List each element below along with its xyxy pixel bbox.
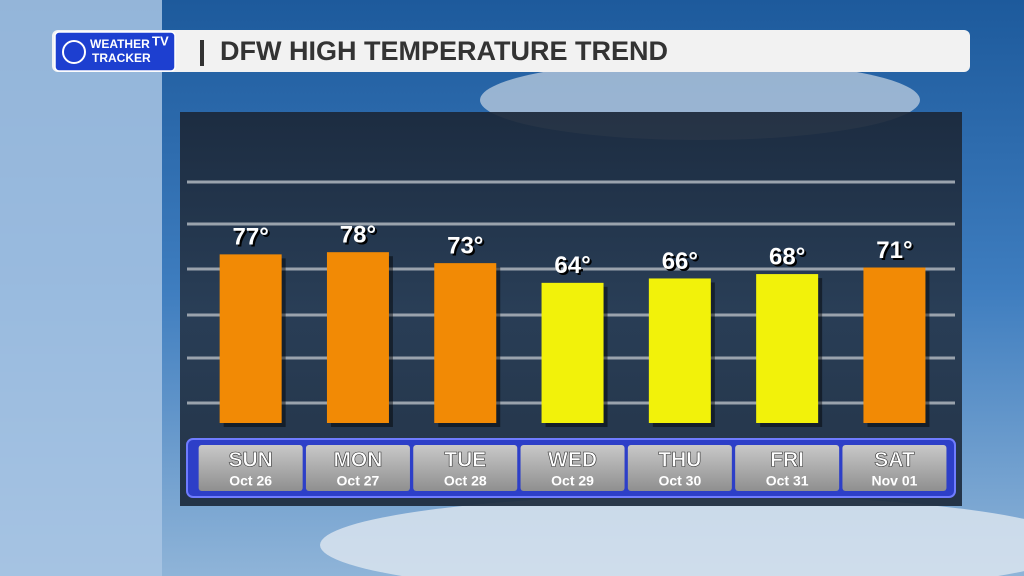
category-cell — [520, 445, 625, 491]
bar — [434, 263, 497, 423]
x-tick-label: THU — [658, 449, 701, 472]
bar — [219, 254, 282, 423]
date-label: Nov 01 — [871, 473, 917, 489]
bar — [756, 274, 819, 423]
date-label: Oct 30 — [658, 473, 701, 489]
value-label-shadow: 78° — [342, 224, 378, 251]
logo-text: TRACKER — [92, 51, 151, 65]
bar — [648, 278, 711, 423]
chart-title: DFW HIGH TEMPERATURE TREND — [220, 36, 668, 66]
x-tick-label: TUE — [444, 449, 486, 472]
date-label: Oct 29 — [551, 473, 594, 489]
value-label-shadow: 64° — [556, 254, 592, 281]
logo-icon — [62, 40, 86, 64]
value-label: 68° — [769, 243, 805, 270]
logo-box — [54, 31, 176, 72]
x-tick-label: SAT — [874, 449, 915, 472]
value-label-shadow: 66° — [664, 250, 700, 277]
category-cell — [842, 445, 947, 491]
bar — [541, 282, 604, 423]
bar — [326, 252, 389, 423]
category-cell — [305, 445, 410, 491]
value-label: 71° — [876, 237, 912, 264]
side-panel — [0, 0, 162, 576]
date-label: Oct 27 — [337, 473, 380, 489]
title-divider — [200, 40, 204, 66]
value-label: 77° — [233, 224, 269, 251]
cloud — [320, 495, 1024, 576]
x-tick-label: WED — [548, 449, 597, 472]
date-label: Oct 26 — [229, 473, 272, 489]
bar — [863, 267, 926, 423]
category-cell — [627, 445, 732, 491]
value-label: 66° — [662, 248, 698, 275]
date-label: Oct 31 — [766, 473, 809, 489]
category-cell — [198, 445, 303, 491]
category-cell — [413, 445, 518, 491]
value-label: 78° — [340, 222, 376, 249]
value-label: 73° — [447, 232, 483, 259]
logo-badge: TV — [152, 33, 169, 48]
x-tick-label: MON — [333, 449, 382, 472]
logo-text: WEATHER — [90, 37, 150, 51]
value-label-shadow: 77° — [235, 226, 271, 253]
value-label: 64° — [554, 252, 590, 279]
title-bar — [52, 30, 970, 72]
value-label-shadow: 71° — [878, 239, 914, 266]
x-tick-label: SUN — [228, 449, 272, 472]
category-cell — [735, 445, 840, 491]
date-label: Oct 28 — [444, 473, 487, 489]
x-tick-label: FRI — [770, 449, 804, 472]
value-label-shadow: 68° — [771, 245, 807, 272]
value-label-shadow: 73° — [449, 234, 485, 261]
